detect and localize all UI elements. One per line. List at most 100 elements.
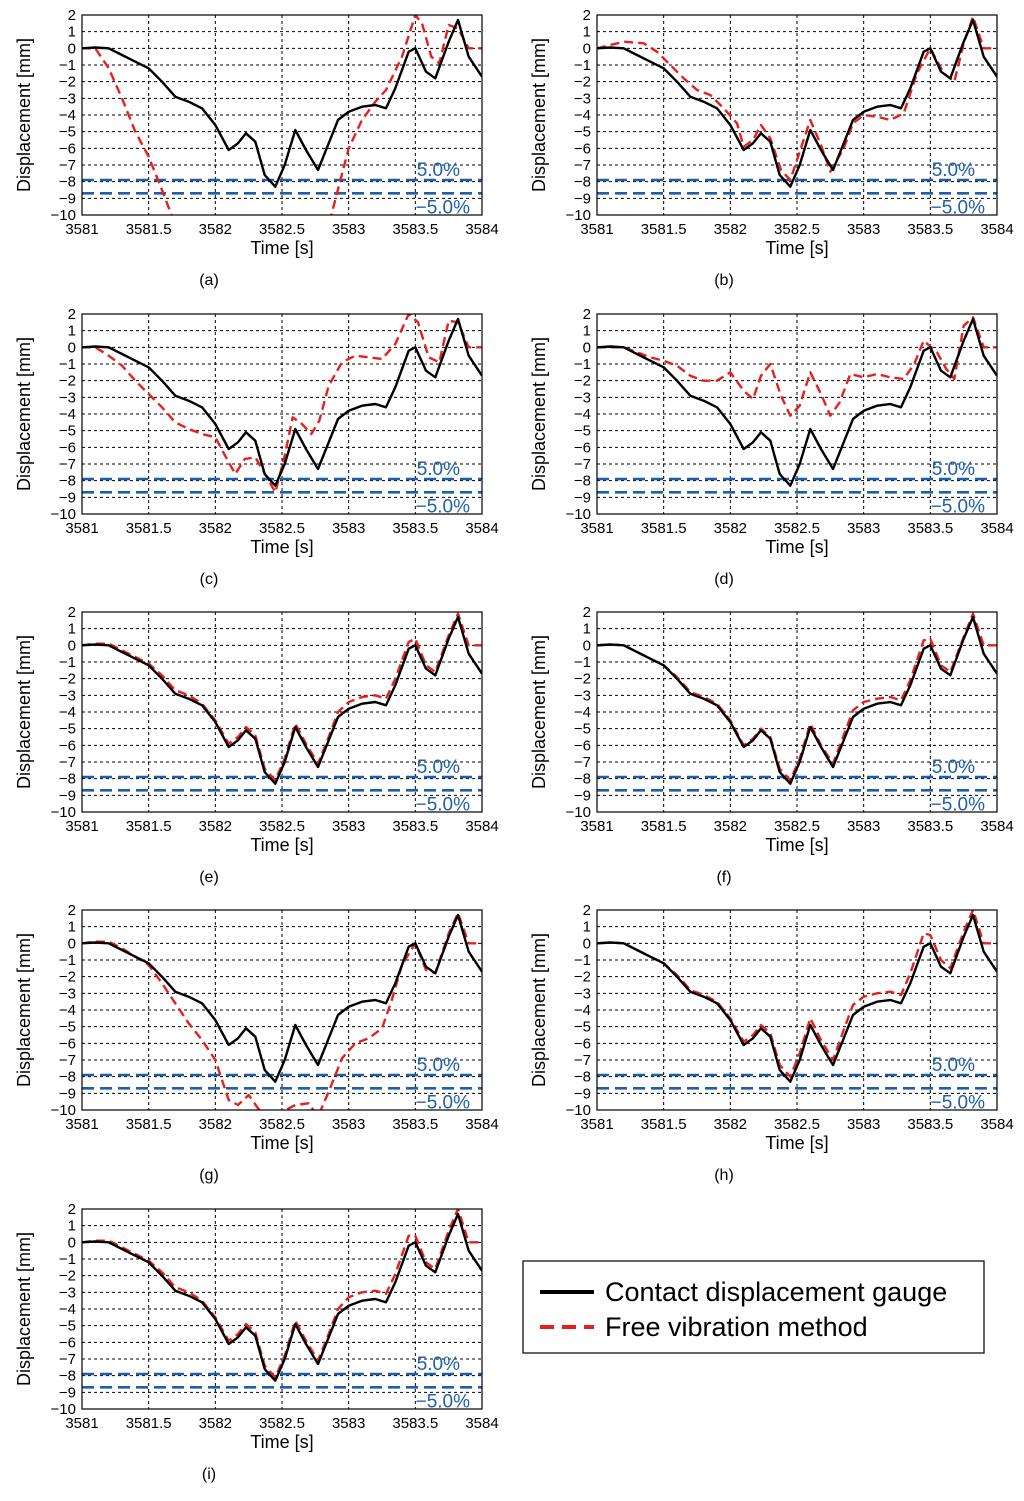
x-tick-label: 3583.5: [392, 1415, 438, 1432]
y-axis-label: Displacement [mm]: [14, 38, 34, 192]
x-tick-label: 3583.5: [392, 818, 438, 835]
y-tick-label: 0: [583, 40, 591, 57]
y-tick-label: −5: [574, 721, 591, 738]
y-axis-label: Displacement [mm]: [529, 337, 549, 491]
x-tick-label: 3582: [199, 1415, 232, 1432]
x-tick-label: 3582: [714, 221, 747, 238]
x-axis-label: Time [s]: [250, 537, 313, 557]
x-tick-label: 3581: [65, 1116, 98, 1133]
series-free-vibration: [597, 316, 997, 417]
y-tick-label: −8: [59, 473, 76, 490]
y-tick-label: 0: [68, 339, 76, 356]
y-tick-label: −1: [574, 356, 591, 373]
grid-b: [596, 14, 998, 216]
panel-label: (b): [714, 272, 734, 289]
y-tick-label: −10: [51, 804, 76, 821]
y-tick-label: −4: [59, 1301, 76, 1318]
y-tick-label: −1: [59, 356, 76, 373]
y-tick-label: 0: [583, 637, 591, 654]
y-tick-label: 1: [583, 621, 591, 638]
threshold-label-minus: −5.0%: [416, 197, 471, 218]
series-group-b: [597, 15, 997, 188]
y-tick-label: −7: [59, 1052, 76, 1069]
y-tick-label: 1: [583, 919, 591, 936]
series-free-vibration: [82, 314, 482, 494]
y-tick-label: −5: [59, 124, 76, 141]
panel-label: (c): [200, 571, 219, 588]
y-tick-label: −5: [574, 1019, 591, 1036]
y-tick-label: 0: [68, 935, 76, 952]
x-tick-label: 3582.5: [774, 1116, 820, 1133]
panel-label: (i): [202, 1466, 216, 1483]
y-tick-label: −7: [574, 754, 591, 771]
y-tick-label: −10: [51, 207, 76, 224]
y-tick-label: −5: [59, 1318, 76, 1335]
y-tick-label: −7: [59, 1351, 76, 1368]
x-tick-label: 3582: [714, 1116, 747, 1133]
x-tick-label: 3582.5: [774, 818, 820, 835]
y-tick-label: −6: [574, 439, 591, 456]
x-tick-label: 3583: [332, 818, 365, 835]
y-tick-label: 1: [68, 621, 76, 638]
x-tick-label: 3582: [199, 818, 232, 835]
y-tick-label: −6: [59, 1334, 76, 1351]
y-tick-label: −1: [574, 952, 591, 969]
y-tick-label: −6: [574, 737, 591, 754]
y-tick-label: −10: [51, 1401, 76, 1418]
x-axis-label: Time [s]: [765, 238, 828, 258]
threshold-label-minus: −5.0%: [931, 496, 986, 517]
x-tick-label: 3584: [980, 221, 1013, 238]
y-tick-label: −2: [59, 74, 76, 91]
y-tick-label: −1: [59, 1251, 76, 1268]
threshold-label-plus: 5.0%: [417, 459, 460, 480]
legend-label-free-vibration: Free vibration method: [605, 1312, 868, 1342]
y-tick-label: 2: [68, 902, 76, 919]
series-free-vibration: [82, 15, 482, 215]
x-tick-label: 3581: [65, 221, 98, 238]
y-tick-label: 0: [583, 935, 591, 952]
y-tick-label: −9: [574, 787, 591, 804]
threshold-label-minus: −5.0%: [416, 1391, 471, 1412]
x-tick-label: 3582: [714, 818, 747, 835]
threshold-label-plus: 5.0%: [417, 757, 460, 778]
plot-frame-h: [596, 909, 998, 1111]
y-tick-label: −2: [59, 969, 76, 986]
y-tick-label: −3: [59, 687, 76, 704]
grid-d: [596, 313, 998, 515]
threshold-label-plus: 5.0%: [932, 160, 975, 181]
panel-label: (d): [714, 571, 734, 588]
plot-frame-e: [81, 611, 483, 813]
x-tick-label: 3582.5: [259, 1116, 305, 1133]
grid-a: [81, 14, 483, 216]
x-tick-label: 3582.5: [259, 1415, 305, 1432]
x-tick-label: 3583.5: [392, 221, 438, 238]
series-group-e: [82, 612, 482, 785]
y-tick-label: −1: [574, 654, 591, 671]
x-tick-label: 3583: [847, 818, 880, 835]
series-contact-gauge: [82, 1212, 482, 1382]
x-tick-label: 3581.5: [641, 221, 687, 238]
grid-c: [81, 313, 483, 515]
x-tick-label: 3581: [580, 818, 613, 835]
threshold-label-plus: 5.0%: [932, 459, 975, 480]
y-tick-label: −4: [574, 1002, 591, 1019]
x-tick-label: 3582: [199, 520, 232, 537]
y-tick-label: −10: [566, 1102, 591, 1119]
y-tick-label: −10: [566, 506, 591, 523]
threshold-label-minus: −5.0%: [416, 794, 471, 815]
x-axis-label: Time [s]: [765, 537, 828, 557]
y-tick-label: −6: [59, 140, 76, 157]
x-tick-label: 3583.5: [392, 1116, 438, 1133]
y-tick-label: −9: [59, 787, 76, 804]
x-tick-label: 3584: [465, 1415, 498, 1432]
y-tick-label: −8: [574, 473, 591, 490]
y-tick-label: 0: [68, 40, 76, 57]
threshold-label-minus: −5.0%: [931, 1092, 986, 1113]
y-tick-label: 2: [68, 306, 76, 323]
x-tick-label: 3581: [65, 818, 98, 835]
threshold-label-plus: 5.0%: [932, 1055, 975, 1076]
